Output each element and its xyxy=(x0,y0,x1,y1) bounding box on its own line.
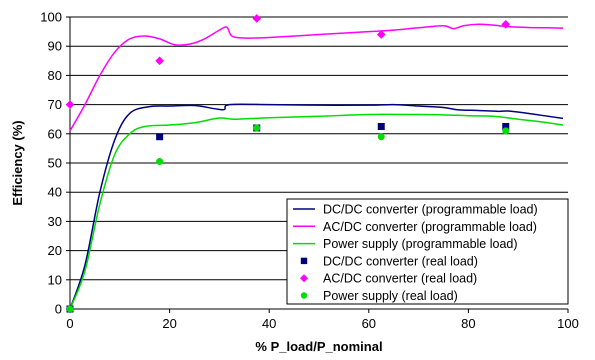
series-line-1 xyxy=(69,23,564,132)
y-tick-label-100: 100 xyxy=(40,10,62,25)
y-tick-label-90: 90 xyxy=(48,39,62,54)
y-tick-label-0: 0 xyxy=(55,302,62,317)
legend-swatch-3 xyxy=(300,257,308,265)
legend-label-5: Power supply (real load) xyxy=(323,289,458,303)
y-tick-label-60: 60 xyxy=(48,126,62,141)
legend-label-1: AC/DC converter (programmable load) xyxy=(323,220,537,234)
data-point-4-1 xyxy=(155,56,164,66)
gridlines xyxy=(70,16,568,281)
legend-swatch-4 xyxy=(300,274,308,283)
data-point-3-4 xyxy=(502,123,510,130)
x-tick-label-20: 20 xyxy=(162,316,176,331)
legend-box xyxy=(286,198,569,305)
x-tick-label-40: 40 xyxy=(262,316,276,331)
data-point-4-4 xyxy=(501,20,511,29)
y-axis-title: Efficiency (%) xyxy=(10,120,25,205)
y-tick-label-10: 10 xyxy=(48,272,62,287)
y-tick-label-20: 20 xyxy=(48,243,62,258)
x-tick-label-80: 80 xyxy=(461,316,475,331)
data-point-5-1 xyxy=(156,158,164,166)
legend-label-4: AC/DC converter (real load) xyxy=(323,272,477,286)
y-tick-label-70: 70 xyxy=(48,97,62,112)
series-4 xyxy=(65,14,511,109)
legend: DC/DC converter (programmable load) AC/DC… xyxy=(286,198,569,305)
x-tick-label-100: 100 xyxy=(557,316,579,331)
y-tick-label-40: 40 xyxy=(48,185,62,200)
legend-label-2: Power supply (programmable load) xyxy=(323,237,518,251)
x-tick-label-60: 60 xyxy=(362,316,376,331)
x-tick-label-0: 0 xyxy=(66,316,73,331)
legend-label-3: DC/DC converter (real load) xyxy=(323,254,478,268)
y-tick-label-50: 50 xyxy=(48,156,62,171)
data-point-5-2 xyxy=(253,124,261,132)
series-1 xyxy=(69,23,564,132)
data-point-5-0 xyxy=(66,305,74,313)
legend-label-0: DC/DC converter (programmable load) xyxy=(323,203,538,217)
series-5 xyxy=(66,124,510,313)
series-0 xyxy=(69,103,564,310)
series-2 xyxy=(69,113,564,310)
data-point-4-2 xyxy=(252,14,262,23)
data-point-4-3 xyxy=(376,30,386,39)
y-tick-label-80: 80 xyxy=(48,68,62,83)
legend-swatch-5 xyxy=(300,292,308,299)
data-point-5-4 xyxy=(502,127,510,135)
data-point-4-0 xyxy=(65,100,75,109)
series-line-2 xyxy=(69,113,564,310)
series-line-0 xyxy=(69,103,564,310)
x-axis-title: % P_load/P_nominal xyxy=(255,339,382,354)
data-point-3-1 xyxy=(156,133,164,141)
data-point-3-3 xyxy=(377,123,385,130)
y-tick-label-30: 30 xyxy=(48,214,62,229)
data-point-5-3 xyxy=(377,133,385,141)
tick-labels: 0 10 20 30 40 50 60 70 80 90 100 0 20 40 60 80 100 xyxy=(40,10,579,332)
series xyxy=(65,14,564,313)
